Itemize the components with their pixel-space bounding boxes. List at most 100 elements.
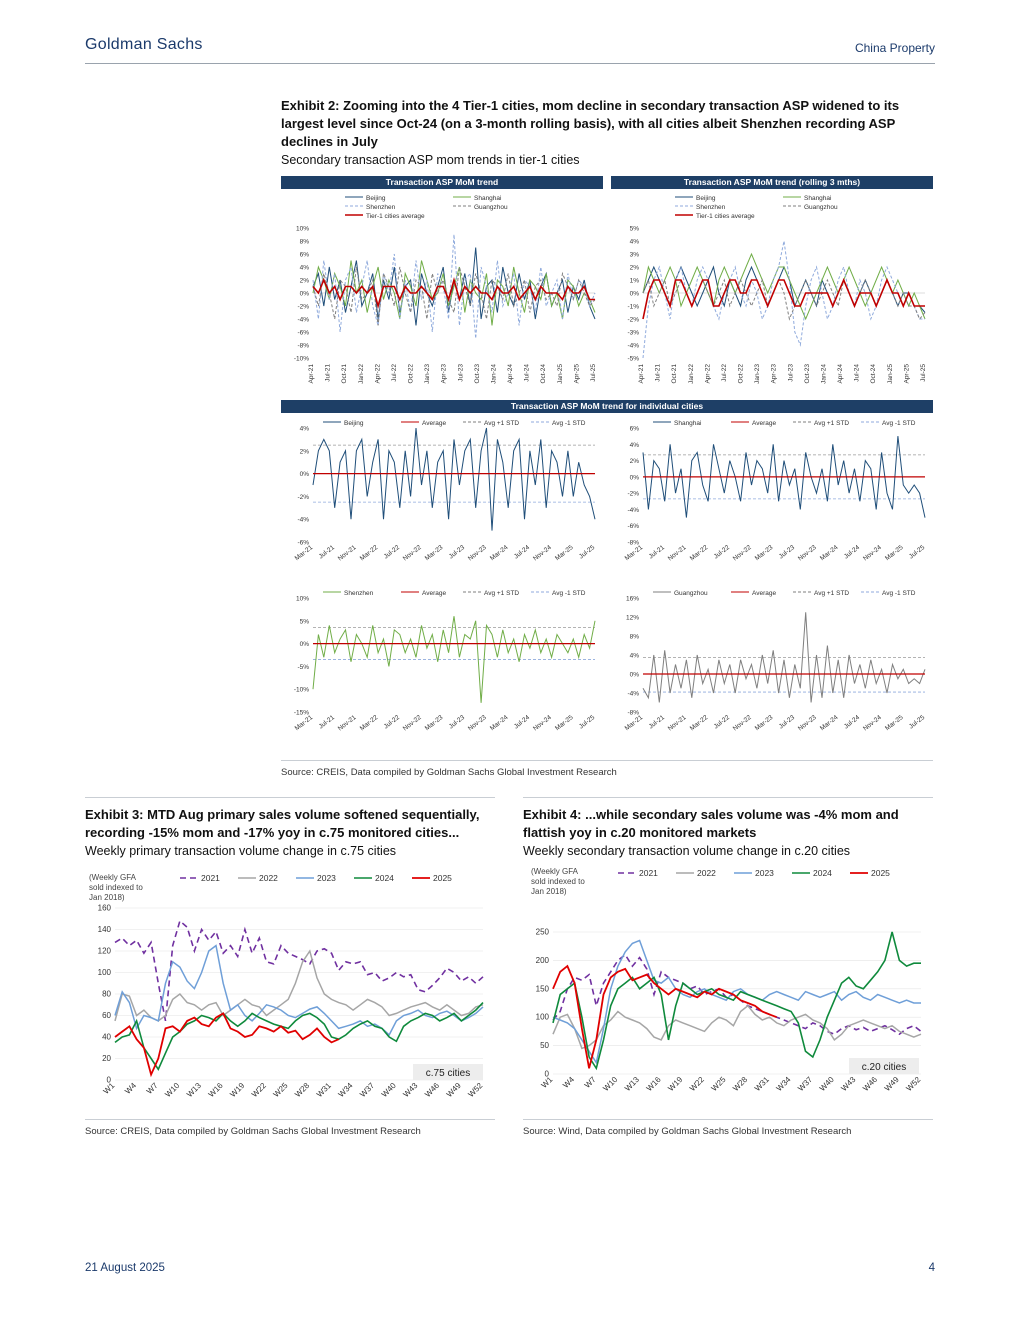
x-tick-label: Mar-21 [624, 544, 645, 562]
x-tick-label: Nov-24 [532, 544, 553, 563]
x-tick-label: Mar-25 [554, 544, 575, 562]
x-tick-label: Mar-25 [884, 544, 905, 562]
exhibit4-rule [523, 1119, 933, 1120]
x-tick-label: W13 [185, 1081, 203, 1099]
y-tick-label: -8% [627, 710, 639, 717]
x-tick-label: Mar-24 [489, 714, 510, 732]
series-line-2024 [114, 1002, 484, 1071]
x-tick-label: W19 [228, 1081, 246, 1099]
annotation-label: c.20 cities [862, 1062, 906, 1073]
x-tick-label: Jan-24 [820, 364, 827, 384]
y-tick-label: 200 [536, 956, 550, 965]
legend-label-shenzhen: Shenzhen [344, 590, 374, 597]
x-tick-label: W28 [731, 1075, 749, 1093]
chart-primary-volume: (Weekly GFA sold indexed to Jan 2018) 2021 2… [89, 873, 485, 1099]
x-tick-label: Jul-24 [854, 364, 861, 382]
x-tick-label: W40 [380, 1081, 398, 1099]
x-tick-label: Jul-21 [325, 364, 332, 382]
x-tick-label: Jul-21 [318, 714, 337, 731]
series-line-shenzhen [312, 616, 596, 703]
series-line-tier-1-cities-average [312, 277, 595, 309]
annotation-box [849, 1058, 919, 1074]
panel-header-right: Transaction ASP MoM trend (rolling 3 mth… [611, 176, 933, 189]
x-tick-label: Nov-22 [732, 544, 753, 563]
legend-label-2022: 2022 [259, 873, 278, 883]
x-tick-label: Oct-21 [341, 364, 348, 384]
x-tick-label: Apr-25 [573, 364, 580, 384]
series-line-shanghai [312, 260, 596, 326]
x-tick-label: W49 [883, 1075, 901, 1093]
y-tick-label: -3% [627, 330, 639, 337]
legend-label-avg-1-std: Avg -1 STD [882, 420, 916, 427]
exhibit3-source: Source: CREIS, Data compiled by Goldman … [85, 1126, 421, 1137]
annotation-label: c.75 cities [426, 1068, 470, 1079]
x-tick-label: Jul-21 [648, 544, 667, 561]
x-tick-label: W7 [145, 1081, 160, 1096]
x-tick-label: Mar-21 [294, 544, 315, 562]
series-line-2022 [114, 949, 484, 1022]
exhibit4-source: Source: Wind, Data compiled by Goldman S… [523, 1126, 852, 1137]
x-tick-label: Nov-22 [402, 714, 423, 733]
x-tick-label: W46 [861, 1075, 879, 1093]
x-tick-label: W31 [315, 1081, 333, 1099]
legend-label-shanghai: Shanghai [474, 195, 501, 202]
x-tick-label: Nov-22 [732, 714, 753, 733]
x-tick-label: Nov-21 [667, 714, 688, 733]
x-tick-label: Oct-22 [408, 364, 415, 384]
legend-label-2023: 2023 [755, 868, 774, 878]
y-tick-label: 2% [300, 278, 310, 285]
y-tick-label: -6% [297, 540, 309, 547]
y-tick-label: 250 [536, 928, 550, 937]
legend-label-2024: 2024 [813, 868, 832, 878]
y-tick-label: -1% [627, 304, 639, 311]
exhibit3-subtitle: Weekly primary transaction volume change… [85, 844, 397, 858]
y-tick-label: 5% [630, 226, 640, 233]
y-tick-label: 10% [296, 596, 309, 603]
chart-asp-mom: Beijing Shanghai Shenzhen Guangzhou Tier-1 c… [294, 195, 597, 384]
y-tick-label: 20 [102, 1054, 111, 1063]
x-tick-label: Apr-24 [507, 364, 514, 384]
y-tick-label: -2% [627, 317, 639, 324]
x-tick-label: Mar-25 [554, 714, 575, 732]
x-tick-label: Apr-21 [308, 364, 315, 384]
chart-asp-mom-rolling: Beijing Shanghai Shenzhen Guangzhou Tier-1 c… [627, 195, 927, 384]
y-tick-label: 5% [300, 618, 310, 625]
x-tick-label: Mar-23 [754, 714, 775, 732]
series-line-2021 [552, 953, 922, 1036]
y-tick-label: 0% [300, 291, 310, 298]
series-line-guangzhou [312, 266, 596, 326]
x-tick-label: W34 [337, 1081, 355, 1099]
series-line-guangzhou [642, 612, 926, 703]
exhibit2-source: Source: CREIS, Data compiled by Goldman … [281, 767, 617, 778]
chart-shenzhen: Shenzhen Average Avg +1 STD Avg -1 STD 10% 5%… [294, 590, 597, 733]
x-tick-label: Apr-25 [903, 364, 910, 384]
y-tick-label: -4% [627, 691, 639, 698]
x-tick-label: Jul-22 [383, 714, 402, 731]
legend-label-tier-1-cities-average: Tier-1 cities average [366, 213, 425, 220]
x-tick-label: W40 [818, 1075, 836, 1093]
x-tick-label: W1 [102, 1081, 117, 1096]
series-line-2022 [552, 1004, 922, 1050]
x-tick-label: Jan-23 [424, 364, 431, 384]
footer-date: 21 August 2025 [85, 1262, 165, 1274]
x-tick-label: Nov-23 [467, 714, 488, 733]
exhibit4-title: Exhibit 4: ...while secondary sales volu… [523, 807, 899, 840]
legend-label-shenzhen: Shenzhen [366, 204, 396, 211]
series-line-2023 [552, 939, 921, 1065]
exhibit3-top-rule [85, 797, 495, 798]
x-tick-label: Oct-23 [804, 364, 811, 384]
y-tick-label: 6% [300, 252, 310, 259]
series-line-shenzhen [642, 240, 925, 359]
x-tick-label: Jul-24 [524, 364, 531, 382]
x-tick-label: Jul-25 [908, 544, 927, 561]
y-tick-label: -2% [297, 494, 309, 501]
y-axis-label: (Weekly GFA sold indexed to Jan 2018) [89, 873, 143, 902]
x-tick-label: Nov-23 [797, 714, 818, 733]
x-tick-label: Jul-25 [908, 714, 927, 731]
x-tick-label: Jan-25 [887, 364, 894, 384]
exhibit2-subtitle: Secondary transaction ASP mom trends in … [281, 153, 580, 167]
x-tick-label: W52 [466, 1081, 484, 1099]
x-tick-label: W25 [272, 1081, 290, 1099]
x-tick-label: Oct-22 [738, 364, 745, 384]
x-tick-label: W37 [358, 1081, 376, 1099]
